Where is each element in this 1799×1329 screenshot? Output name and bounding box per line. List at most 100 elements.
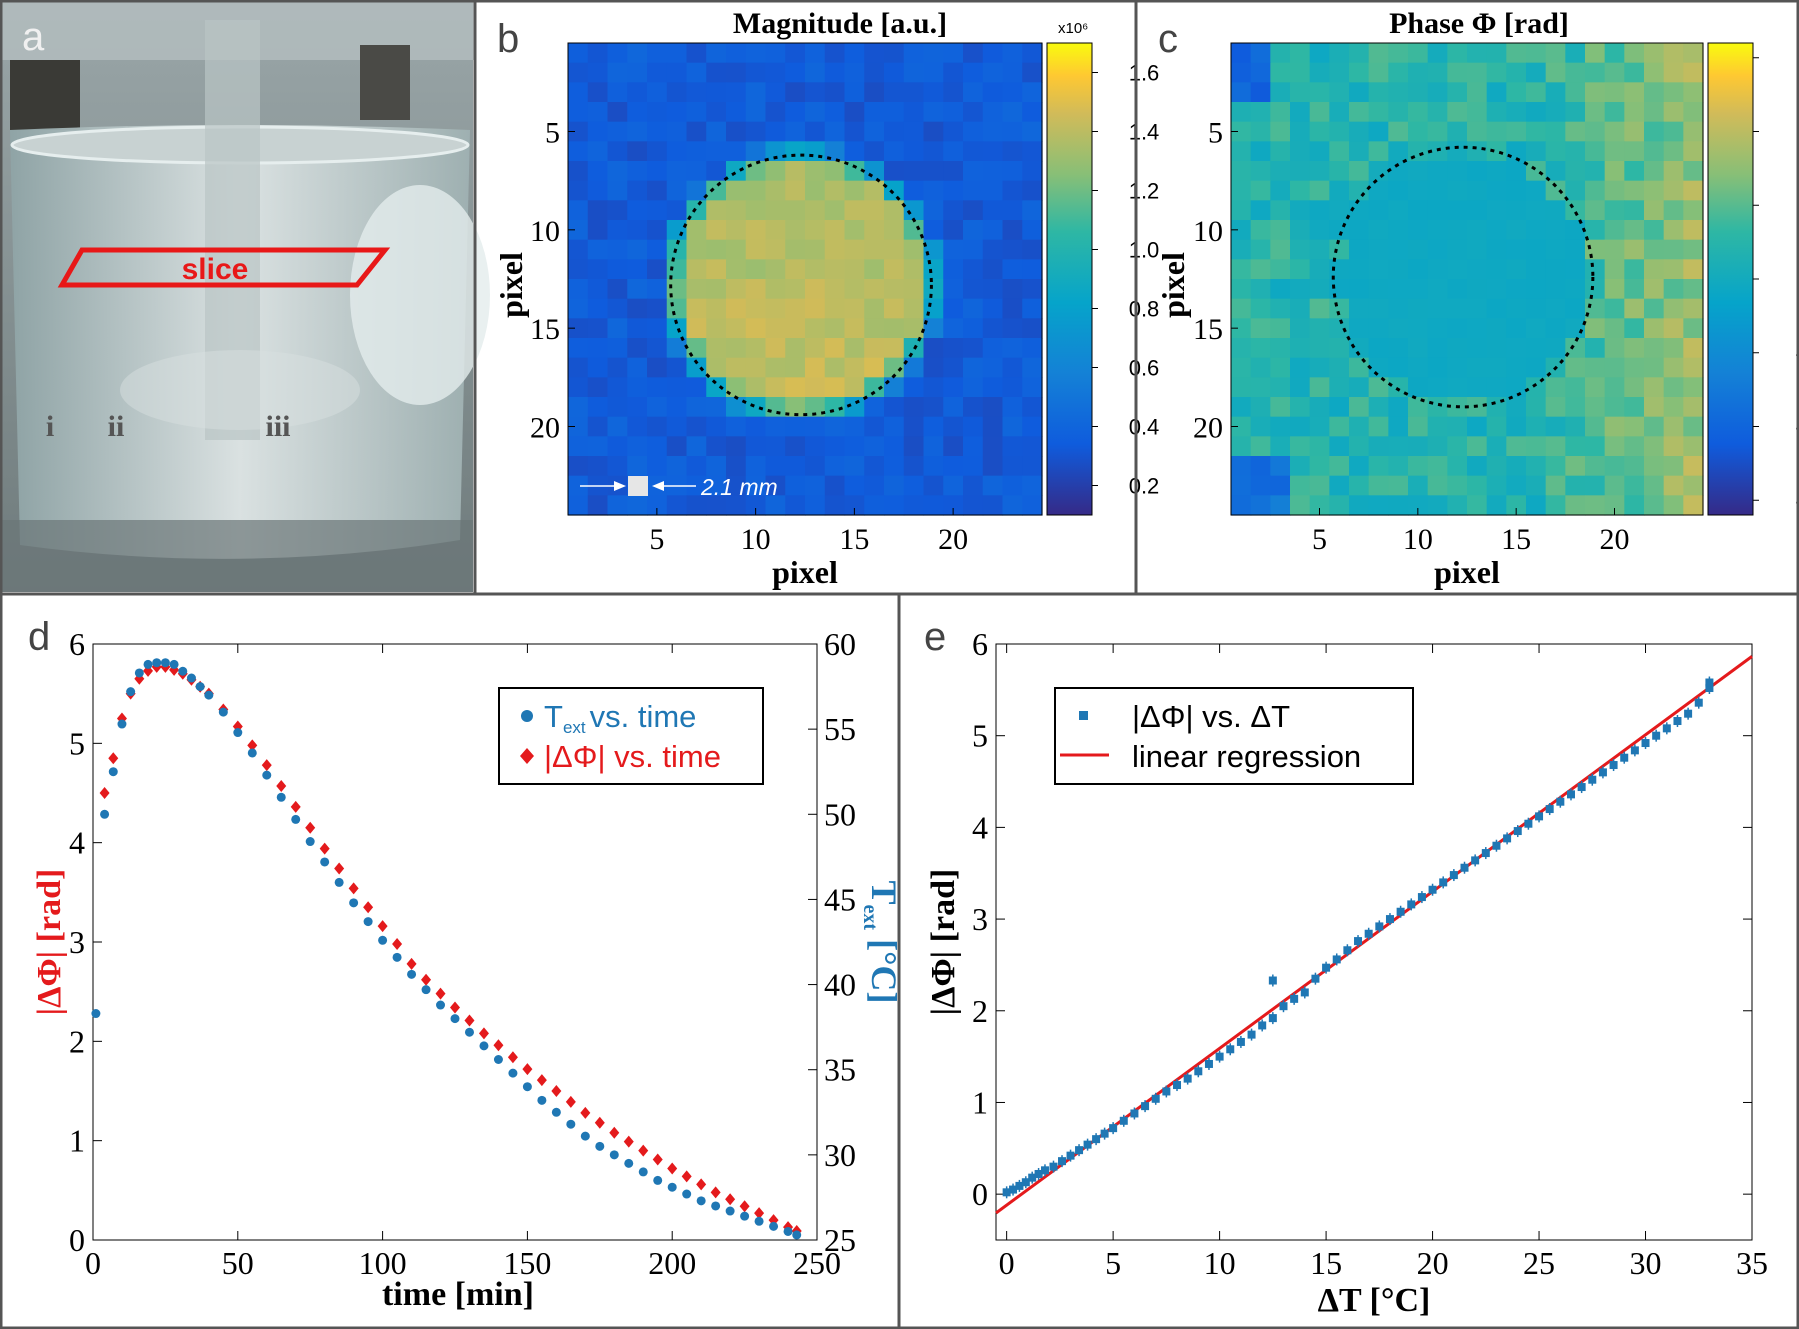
phase-pixel xyxy=(1526,62,1547,83)
phase-pixel xyxy=(1683,141,1704,162)
phase-pixel xyxy=(1250,436,1271,457)
data-point xyxy=(1268,1014,1277,1023)
phase-pixel xyxy=(1467,495,1488,516)
magnitude-pixel xyxy=(647,239,668,260)
phase-pixel xyxy=(1683,495,1704,516)
magnitude-pixel xyxy=(884,161,905,182)
phase-pixel xyxy=(1231,475,1252,496)
ylabel-right-sub: ext xyxy=(859,905,881,931)
plot-e-ticks: 0 5 10 15 20 25 30 35 0 1 2 3 4 5 6 xyxy=(972,626,1768,1281)
data-point xyxy=(1173,1081,1182,1090)
magnitude-pixel xyxy=(982,62,1004,83)
phase-pixel xyxy=(1604,161,1625,182)
magnitude-pixel xyxy=(923,279,944,300)
phase-pixel xyxy=(1368,43,1389,64)
data-point xyxy=(1034,1169,1043,1178)
colorbar-tick-label: 0.2 xyxy=(1129,474,1160,499)
y-left-tick-label: 1 xyxy=(69,1123,85,1159)
magnitude-pixel xyxy=(726,220,747,241)
phase-pixel xyxy=(1368,161,1389,182)
phase-pixel xyxy=(1506,62,1527,83)
magnitude-pixel xyxy=(587,377,609,398)
phase-pixel xyxy=(1486,121,1507,142)
magnitude-pixel xyxy=(1002,397,1023,418)
magnitude-pixel xyxy=(627,279,648,300)
magnitude-pixel xyxy=(1022,397,1043,418)
magnitude-pixel xyxy=(647,161,668,182)
phase-pixel xyxy=(1565,200,1586,221)
magnitude-pixel xyxy=(686,495,707,516)
phase-pixel xyxy=(1585,338,1606,359)
phase-pixel xyxy=(1368,416,1389,437)
magnitude-pixel xyxy=(627,416,648,437)
phase-pixel xyxy=(1368,475,1389,496)
phase-pixel xyxy=(1585,397,1606,418)
phase-pixel xyxy=(1585,318,1606,339)
phase-pixel xyxy=(1486,298,1507,319)
data-point xyxy=(1075,1146,1084,1155)
phase-pixel xyxy=(1663,259,1684,280)
phase-pixel xyxy=(1624,220,1645,241)
plot-e-legend: |ΔΦ| vs. ΔT linear regression xyxy=(1054,687,1414,785)
phase-pixel xyxy=(1329,239,1350,260)
data-point xyxy=(1141,1102,1150,1111)
phase-pixel xyxy=(1526,82,1547,103)
phase-point xyxy=(536,1074,547,1087)
phase-pixel xyxy=(1427,141,1448,162)
phase-pixel xyxy=(1624,377,1645,398)
magnitude-pixel xyxy=(844,220,865,241)
magnitude-pixel xyxy=(844,161,865,182)
magnitude-pixel xyxy=(726,416,747,437)
magnitude-pixel xyxy=(903,102,925,123)
magnitude-pixel xyxy=(943,239,964,260)
phase-pixel xyxy=(1447,180,1468,201)
phase-pixel xyxy=(1408,141,1429,162)
magnitude-pixel xyxy=(627,62,648,83)
magnitude-pixel xyxy=(706,318,727,339)
phase-pixel xyxy=(1250,121,1271,142)
phase-pixel xyxy=(1427,397,1448,418)
slice-label: slice xyxy=(182,253,249,286)
phase-point xyxy=(363,901,374,914)
temperature-point xyxy=(493,1054,503,1064)
magnitude-pixel xyxy=(923,338,944,359)
temperature-point xyxy=(305,837,315,847)
magnitude-pixel xyxy=(1022,298,1043,319)
magnitude-pixel xyxy=(982,180,1004,201)
panel-a-photo: slice i ii iii a xyxy=(0,0,490,592)
phase-pixel xyxy=(1329,298,1350,319)
phase-pixel xyxy=(1663,495,1684,516)
phase-pixel xyxy=(1250,318,1271,339)
y-tick-label: 6 xyxy=(972,626,988,662)
magnitude-pixel xyxy=(745,121,767,142)
magnitude-pixel xyxy=(745,259,767,280)
magnitude-pixel xyxy=(745,357,767,378)
magnitude-pixel xyxy=(1002,62,1023,83)
phase-pixel xyxy=(1270,62,1291,83)
data-point xyxy=(1417,893,1426,902)
magnitude-pixel xyxy=(785,416,806,437)
phase-pixel xyxy=(1349,397,1370,418)
magnitude-pixel xyxy=(884,82,905,103)
magnitude-pixel xyxy=(923,397,944,418)
magnitude-pixel xyxy=(884,180,905,201)
phase-pixel xyxy=(1526,436,1547,457)
phase-pixel xyxy=(1604,239,1625,260)
phase-pixel xyxy=(1427,82,1448,103)
phase-pixel xyxy=(1585,259,1606,280)
phase-pixel xyxy=(1349,456,1370,477)
phase-point xyxy=(464,1014,475,1027)
phase-pixel xyxy=(1506,239,1527,260)
magnitude-pixel xyxy=(943,82,964,103)
phase-pixel xyxy=(1624,200,1645,221)
magnitude-pixel xyxy=(1022,456,1043,477)
magnitude-pixel xyxy=(963,495,984,516)
temperature-point xyxy=(450,1014,460,1024)
phase-pixel xyxy=(1388,121,1409,142)
phase-pixel xyxy=(1329,338,1350,359)
magnitude-pixel xyxy=(963,141,984,162)
phase-pixel xyxy=(1585,82,1606,103)
data-point xyxy=(1609,761,1618,770)
phase-pixel xyxy=(1565,436,1586,457)
magnitude-pixel xyxy=(963,475,984,496)
